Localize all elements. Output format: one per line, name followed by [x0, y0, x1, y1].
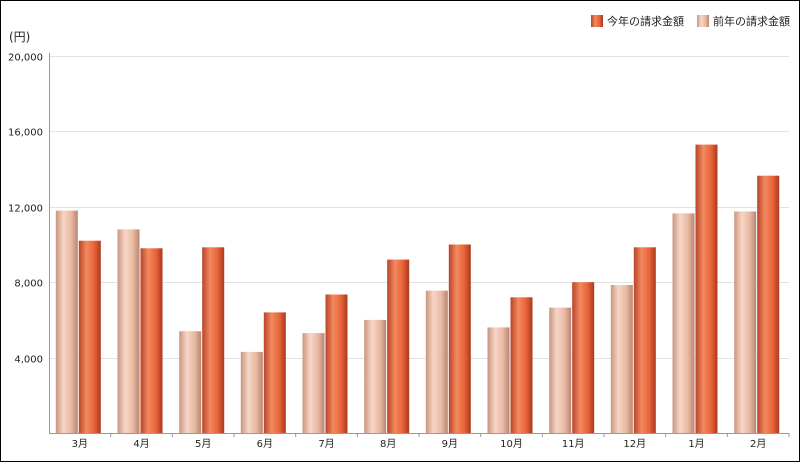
x-tick-label: 3月 — [72, 438, 88, 450]
bar-previous-year — [240, 351, 263, 433]
bar-previous-year — [55, 210, 78, 433]
bar-this-year — [510, 297, 533, 433]
y-tick-label: 16,000 — [8, 128, 43, 139]
legend-swatch — [697, 15, 709, 27]
legend: 今年の請求金額 前年の請求金額 — [591, 14, 790, 28]
legend-label: 今年の請求金額 — [607, 14, 684, 28]
bar-this-year — [140, 248, 163, 433]
grid-lines — [49, 56, 789, 359]
y-tick-label: 8,000 — [14, 279, 43, 290]
x-tick-label: 5月 — [195, 438, 211, 450]
y-unit-label: (円) — [9, 30, 30, 44]
bar-this-year — [202, 247, 225, 433]
bar-previous-year — [549, 307, 572, 433]
tick-labels: 4,000 8,000 12,000 16,000 20,000 3月 4月 5月 6月 7月 8月… — [8, 53, 766, 451]
bar-this-year — [695, 144, 718, 433]
bar-previous-year — [364, 319, 387, 433]
bar-previous-year — [179, 331, 202, 433]
x-tick-label: 11月 — [562, 438, 585, 450]
bar-this-year — [387, 259, 410, 433]
y-tick-label: 4,000 — [14, 355, 43, 366]
bar-this-year — [78, 240, 101, 433]
legend-swatch — [591, 15, 603, 27]
x-tick-label: 1月 — [688, 438, 704, 450]
bar-this-year — [448, 244, 471, 433]
x-tick-label: 10月 — [500, 438, 523, 450]
x-tick-label: 8月 — [380, 438, 396, 450]
bar-previous-year — [302, 333, 325, 433]
bar-previous-year — [487, 327, 510, 433]
x-tick-label: 4月 — [133, 438, 149, 450]
y-tick-label: 12,000 — [8, 204, 43, 215]
bar-previous-year — [610, 285, 633, 433]
bar-this-year — [757, 175, 780, 433]
bar-this-year — [633, 247, 656, 433]
x-tick-label: 2月 — [750, 438, 766, 450]
y-tick-label: 20,000 — [8, 53, 43, 64]
bar-previous-year — [117, 229, 140, 433]
x-tick-label: 6月 — [257, 438, 273, 450]
bar-this-year — [325, 294, 348, 433]
legend-label: 前年の請求金額 — [713, 14, 790, 28]
bar-previous-year — [734, 211, 757, 433]
axes — [49, 53, 790, 437]
bar-this-year — [263, 312, 286, 433]
bars — [55, 144, 780, 433]
bar-previous-year — [425, 290, 448, 433]
bar-this-year — [572, 282, 595, 433]
x-tick-label: 9月 — [442, 438, 458, 450]
x-tick-label: 12月 — [623, 438, 646, 450]
bar-previous-year — [672, 213, 695, 433]
x-tick-label: 7月 — [318, 438, 334, 450]
